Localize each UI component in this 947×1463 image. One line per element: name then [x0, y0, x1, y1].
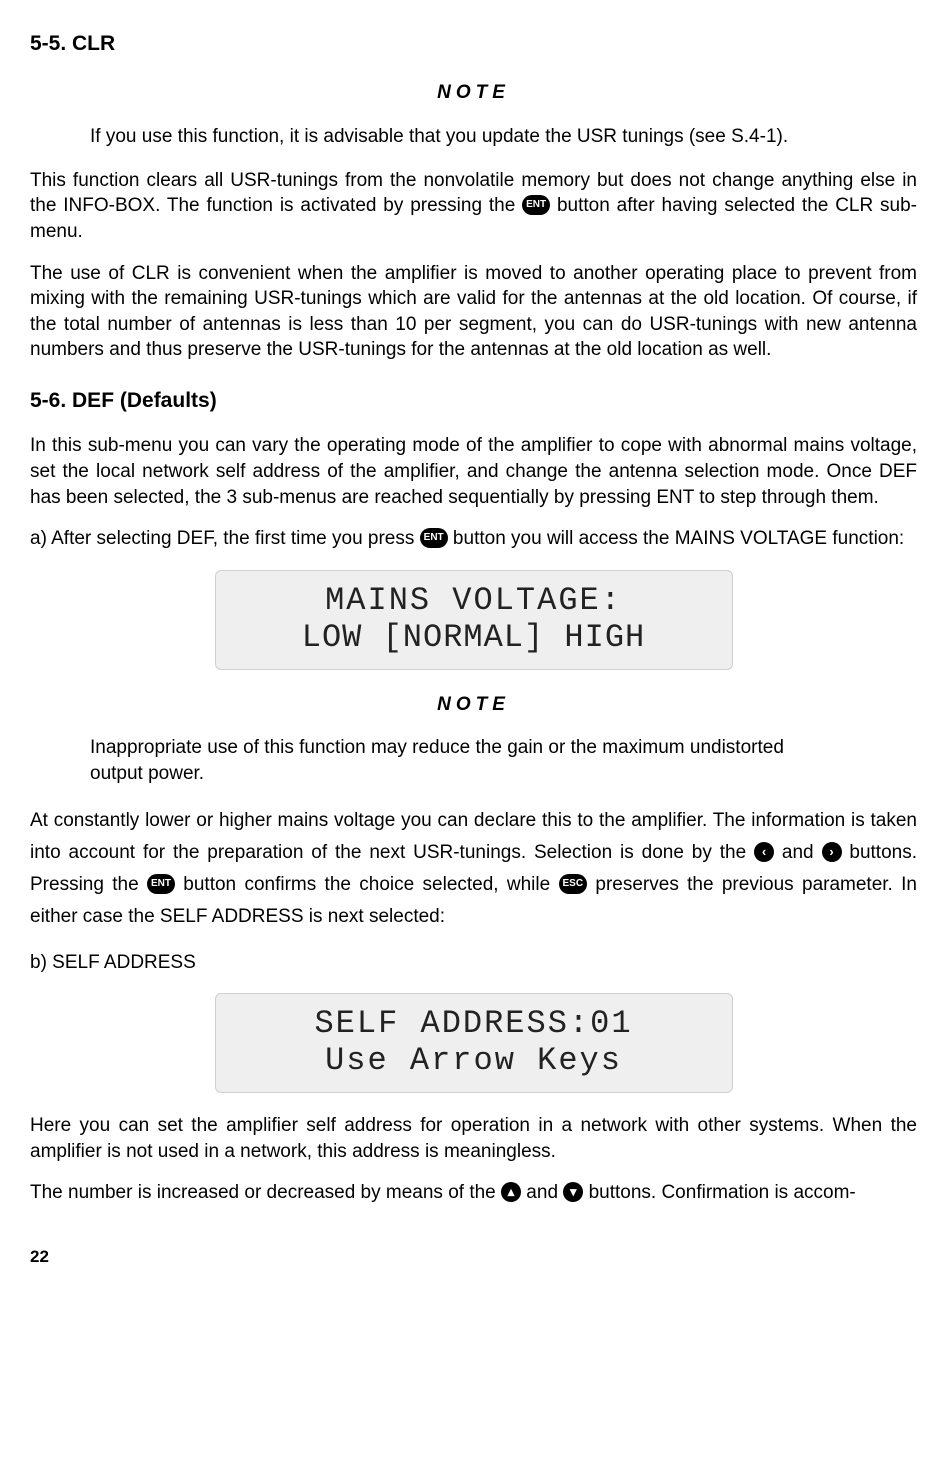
ent-button-icon: ENT: [147, 874, 175, 894]
section-5-6-heading: 5-6. DEF (Defaults): [30, 387, 917, 415]
section-5-6-para2-a: a) After selecting DEF, the first time y…: [30, 528, 420, 549]
note-text-2: Inappropriate use of this function may r…: [30, 735, 917, 786]
section-5-5-para1: This function clears all USR-tunings fro…: [30, 168, 917, 245]
lcd-display-self-address: SELF ADDRESS:01 Use Arrow Keys: [215, 993, 733, 1093]
section-5-6-para5: Here you can set the amplifier self addr…: [30, 1113, 917, 1164]
down-arrow-icon: ▾: [563, 1182, 583, 1202]
note-caption-1: NOTE: [30, 80, 917, 106]
lcd2-line1: SELF ADDRESS:01: [234, 1006, 714, 1043]
up-arrow-icon: ▴: [501, 1182, 521, 1202]
section-5-6-para6-b: and: [521, 1182, 563, 1203]
right-arrow-icon: ›: [822, 842, 842, 862]
lcd1-line1: MAINS VOLTAGE:: [234, 583, 714, 620]
page-number: 22: [30, 1246, 917, 1269]
section-5-6-para2: a) After selecting DEF, the first time y…: [30, 526, 917, 552]
section-5-5-para2: The use of CLR is convenient when the am…: [30, 261, 917, 364]
section-5-6-para3: At constantly lower or higher mains volt…: [30, 805, 917, 934]
section-5-6-para3-b: and: [774, 842, 821, 863]
ent-button-icon: ENT: [522, 195, 550, 215]
section-5-6-para1: In this sub-menu you can vary the operat…: [30, 433, 917, 510]
lcd2-line2: Use Arrow Keys: [234, 1043, 714, 1080]
note-text-1: If you use this function, it is advisabl…: [30, 124, 917, 150]
lcd-display-mains-voltage: MAINS VOLTAGE: LOW [NORMAL] HIGH: [215, 570, 733, 670]
section-5-6-para3-d: button confirms the choice selected, whi…: [175, 874, 559, 895]
section-5-6-para2-b: button you will access the MAINS VOLTAGE…: [448, 528, 905, 549]
lcd1-line2: LOW [NORMAL] HIGH: [234, 620, 714, 657]
section-5-6-para6: The number is increased or decreased by …: [30, 1180, 917, 1206]
left-arrow-icon: ‹: [754, 842, 774, 862]
section-5-6-para4: b) SELF ADDRESS: [30, 950, 917, 976]
esc-button-icon: ESC: [559, 874, 588, 894]
ent-button-icon: ENT: [420, 528, 448, 548]
section-5-6-para6-c: buttons. Confirmation is accom-: [583, 1182, 855, 1203]
section-5-5-heading: 5-5. CLR: [30, 30, 917, 58]
section-5-6-para6-a: The number is increased or decreased by …: [30, 1182, 501, 1203]
note-caption-2: NOTE: [30, 692, 917, 718]
